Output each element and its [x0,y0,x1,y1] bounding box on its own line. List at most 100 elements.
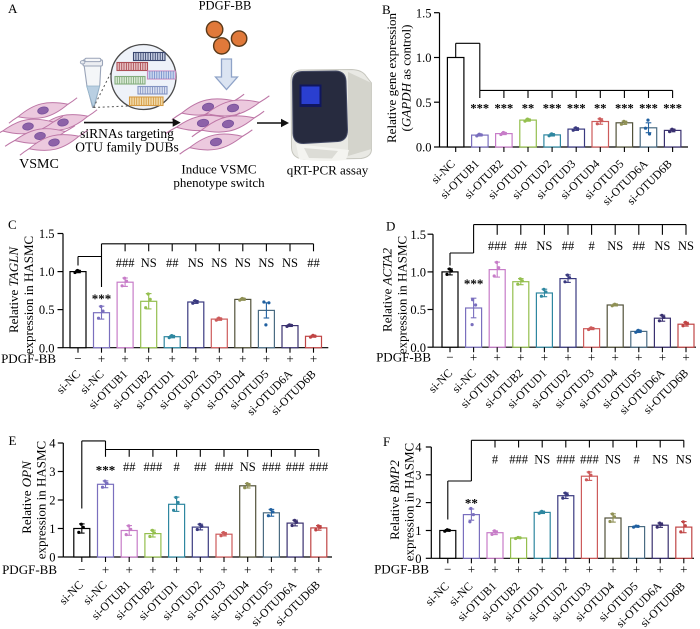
svg-text:phenotype switch: phenotype switch [173,175,265,190]
svg-text:E: E [9,433,17,448]
svg-text:NS: NS [282,256,298,270]
svg-text:A: A [8,1,18,16]
svg-text:−: − [446,350,453,365]
svg-text:+: + [682,350,689,365]
svg-text:NS: NS [607,239,623,253]
svg-text:+: + [98,351,105,366]
svg-text:+: + [220,562,227,577]
svg-text:NS: NS [654,239,670,253]
svg-text:NS: NS [188,256,204,270]
svg-text:NS: NS [534,453,550,467]
svg-text:4: 4 [49,437,56,451]
svg-text:OTU family DUBs: OTU family DUBs [75,140,179,155]
svg-text:+: + [121,351,128,366]
svg-text:C: C [8,217,17,232]
svg-text:***: *** [92,291,112,306]
svg-text:###: ### [580,453,600,467]
svg-text:3: 3 [415,468,421,482]
svg-text:***: *** [639,102,658,116]
svg-text:1.0: 1.0 [39,265,55,279]
svg-text:**: ** [522,102,535,116]
svg-text:−: − [78,562,85,577]
svg-text:***: *** [615,102,634,116]
svg-text:D: D [386,219,395,234]
svg-text:###: ### [286,460,306,474]
svg-text:+: + [263,351,270,366]
svg-text:2: 2 [415,496,421,510]
svg-text:#: # [492,453,499,467]
svg-text:***: *** [663,102,682,116]
svg-text:+: + [586,562,593,577]
svg-text:expression in HASMC: expression in HASMC [21,236,36,354]
svg-text:**: ** [465,496,478,511]
svg-text:+: + [315,562,322,577]
svg-text:+: + [145,351,152,366]
svg-text:2: 2 [49,494,55,508]
svg-text:expression in HASMC: expression in HASMC [34,441,49,559]
svg-text:NS: NS [605,453,621,467]
svg-text:+: + [102,562,109,577]
svg-text:+: + [659,350,666,365]
svg-text:0.0: 0.0 [410,341,426,355]
svg-text:+: + [517,350,524,365]
svg-text:0: 0 [415,552,421,566]
svg-text:expression in HASMC: expression in HASMC [395,236,410,354]
svg-text:###: ### [309,460,329,474]
svg-text:NS: NS [258,256,274,270]
svg-text:###: ### [488,239,508,253]
svg-text:+: + [562,562,569,577]
svg-text:Relative gene expression: Relative gene expression [384,13,399,143]
svg-text:**: ** [594,102,607,116]
svg-text:+: + [609,562,616,577]
svg-text:1: 1 [415,524,421,538]
svg-text:1: 1 [49,522,55,536]
svg-text:si-NC: si-NC [423,580,452,609]
svg-text:#: # [588,239,595,253]
svg-text:+: + [564,350,571,365]
svg-text:###: ### [262,460,282,474]
svg-text:+: + [680,562,687,577]
svg-text:0.5: 0.5 [39,303,55,317]
svg-text:+: + [515,562,522,577]
svg-text:+: + [192,351,199,366]
svg-text:NS: NS [235,256,251,270]
svg-text:expression in HASMC: expression in HASMC [402,443,417,561]
svg-text:0.0: 0.0 [39,341,55,355]
svg-text:NS: NS [676,453,692,467]
svg-text:Induce VSMC: Induce VSMC [181,162,256,177]
svg-text:+: + [635,350,642,365]
svg-text:0.0: 0.0 [416,141,432,155]
svg-text:+: + [286,351,293,366]
svg-text:+: + [239,351,246,366]
svg-text:3: 3 [49,465,55,479]
svg-text:NS: NS [141,256,157,270]
svg-text:Relative OPN: Relative OPN [19,460,34,534]
svg-text:+: + [149,562,156,577]
svg-text:+: + [541,350,548,365]
svg-text:1.5: 1.5 [410,228,426,242]
svg-text:si-NC: si-NC [426,366,455,395]
svg-text:##: ## [307,256,320,270]
svg-text:0.5: 0.5 [410,303,426,317]
svg-text:0.5: 0.5 [416,96,432,110]
svg-text:qRT-PCR assay: qRT-PCR assay [287,163,369,178]
svg-text:+: + [169,351,176,366]
svg-text:(GAPDH as control): (GAPDH as control) [399,25,414,132]
svg-text:##: ## [562,239,575,253]
svg-text:PDGF-BB: PDGF-BB [1,351,56,366]
svg-text:PDGF-BB: PDGF-BB [2,562,57,577]
svg-text:VSMC: VSMC [19,157,59,172]
svg-text:NS: NS [211,256,227,270]
svg-text:+: + [310,351,317,366]
svg-text:+: + [612,350,619,365]
svg-text:4: 4 [415,441,422,455]
svg-text:NS: NS [536,239,552,253]
svg-text:***: *** [567,102,586,116]
svg-text:NS: NS [652,453,668,467]
svg-text:+: + [588,350,595,365]
svg-text:+: + [268,562,275,577]
svg-text:***: *** [543,102,562,116]
svg-text:+: + [657,562,664,577]
svg-text:NS: NS [240,460,256,474]
svg-text:#: # [633,453,640,467]
